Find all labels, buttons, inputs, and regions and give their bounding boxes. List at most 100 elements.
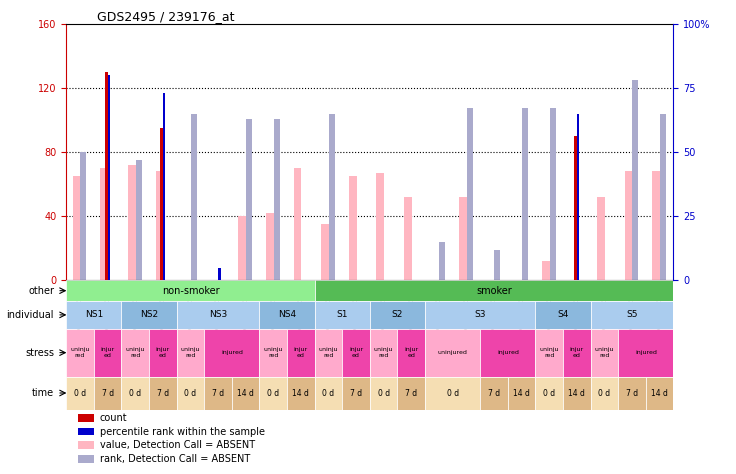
Bar bbox=[108, 75, 110, 281]
Bar bbox=[404, 197, 412, 281]
Text: 7 d: 7 d bbox=[350, 389, 362, 398]
Bar bbox=[177, 301, 259, 329]
Text: injured: injured bbox=[497, 350, 519, 355]
Bar bbox=[439, 242, 445, 281]
Text: time: time bbox=[32, 388, 54, 398]
Bar bbox=[370, 329, 397, 376]
Bar bbox=[625, 171, 632, 281]
Bar bbox=[467, 109, 473, 281]
Bar bbox=[590, 329, 618, 376]
Bar bbox=[66, 301, 121, 329]
Bar bbox=[160, 128, 163, 281]
Text: injured: injured bbox=[221, 350, 243, 355]
Text: count: count bbox=[99, 413, 127, 423]
Bar bbox=[121, 376, 149, 410]
Bar bbox=[563, 329, 590, 376]
Bar bbox=[590, 301, 673, 329]
Text: uninju
red: uninju red bbox=[539, 347, 559, 358]
Text: value, Detection Call = ABSENT: value, Detection Call = ABSENT bbox=[99, 440, 255, 450]
Bar bbox=[259, 301, 315, 329]
Bar bbox=[550, 109, 556, 281]
Bar bbox=[349, 176, 357, 281]
Bar bbox=[294, 168, 302, 281]
Bar bbox=[66, 281, 315, 301]
Text: 0 d: 0 d bbox=[598, 389, 610, 398]
Text: individual: individual bbox=[7, 310, 54, 320]
Bar bbox=[342, 376, 370, 410]
Text: 14 d: 14 d bbox=[651, 389, 668, 398]
Text: 7 d: 7 d bbox=[102, 389, 113, 398]
Text: uninju
red: uninju red bbox=[319, 347, 338, 358]
Bar bbox=[536, 329, 563, 376]
Text: NS3: NS3 bbox=[209, 310, 227, 319]
Bar bbox=[266, 213, 274, 281]
Text: uninju
red: uninju red bbox=[374, 347, 393, 358]
Text: 14 d: 14 d bbox=[568, 389, 585, 398]
Text: rank, Detection Call = ABSENT: rank, Detection Call = ABSENT bbox=[99, 454, 250, 464]
Text: injur
ed: injur ed bbox=[156, 347, 170, 358]
Bar bbox=[425, 329, 480, 376]
Bar bbox=[274, 118, 280, 281]
Bar bbox=[73, 176, 80, 281]
Bar bbox=[632, 80, 638, 281]
Text: 0 d: 0 d bbox=[447, 389, 459, 398]
Bar bbox=[78, 441, 93, 449]
Bar bbox=[66, 329, 94, 376]
Bar bbox=[377, 173, 384, 281]
Text: GDS2495 / 239176_at: GDS2495 / 239176_at bbox=[96, 9, 234, 23]
Text: 0 d: 0 d bbox=[267, 389, 279, 398]
Text: 7 d: 7 d bbox=[157, 389, 169, 398]
Text: S1: S1 bbox=[336, 310, 348, 319]
Bar bbox=[322, 224, 329, 281]
Text: smoker: smoker bbox=[476, 286, 512, 296]
Bar bbox=[205, 376, 232, 410]
Bar bbox=[397, 376, 425, 410]
Text: 0 d: 0 d bbox=[185, 389, 197, 398]
Text: uninju
red: uninju red bbox=[71, 347, 90, 358]
Bar bbox=[163, 93, 166, 281]
Bar bbox=[155, 171, 163, 281]
Bar bbox=[80, 152, 86, 281]
Text: S2: S2 bbox=[392, 310, 403, 319]
Bar bbox=[618, 376, 646, 410]
Bar bbox=[246, 118, 252, 281]
Bar bbox=[93, 376, 121, 410]
Bar bbox=[105, 72, 107, 281]
Bar bbox=[135, 160, 141, 281]
Text: 14 d: 14 d bbox=[292, 389, 309, 398]
Bar bbox=[315, 281, 673, 301]
Bar bbox=[232, 376, 259, 410]
Text: 7 d: 7 d bbox=[488, 389, 500, 398]
Bar bbox=[425, 376, 480, 410]
Bar bbox=[480, 329, 536, 376]
Text: injur
ed: injur ed bbox=[570, 347, 584, 358]
Bar bbox=[397, 329, 425, 376]
Bar bbox=[238, 216, 246, 281]
Bar bbox=[128, 165, 135, 281]
Bar bbox=[177, 329, 204, 376]
Text: 14 d: 14 d bbox=[237, 389, 254, 398]
Bar bbox=[177, 376, 204, 410]
Bar bbox=[287, 329, 315, 376]
Text: S5: S5 bbox=[626, 310, 638, 319]
Text: non-smoker: non-smoker bbox=[162, 286, 219, 296]
Bar bbox=[508, 376, 536, 410]
Text: uninju
red: uninju red bbox=[595, 347, 614, 358]
Bar bbox=[191, 114, 197, 281]
Bar bbox=[287, 376, 315, 410]
Bar bbox=[370, 301, 425, 329]
Bar bbox=[459, 197, 467, 281]
Bar bbox=[78, 428, 93, 435]
Bar bbox=[329, 114, 335, 281]
Text: uninju
red: uninju red bbox=[126, 347, 145, 358]
Bar bbox=[315, 329, 342, 376]
Text: injur
ed: injur ed bbox=[101, 347, 115, 358]
Bar bbox=[574, 136, 577, 281]
Text: NS2: NS2 bbox=[140, 310, 158, 319]
Text: percentile rank within the sample: percentile rank within the sample bbox=[99, 427, 265, 437]
Text: uninju
red: uninju red bbox=[181, 347, 200, 358]
Text: S3: S3 bbox=[475, 310, 486, 319]
Bar bbox=[480, 376, 508, 410]
Bar bbox=[577, 114, 579, 281]
Bar bbox=[315, 376, 342, 410]
